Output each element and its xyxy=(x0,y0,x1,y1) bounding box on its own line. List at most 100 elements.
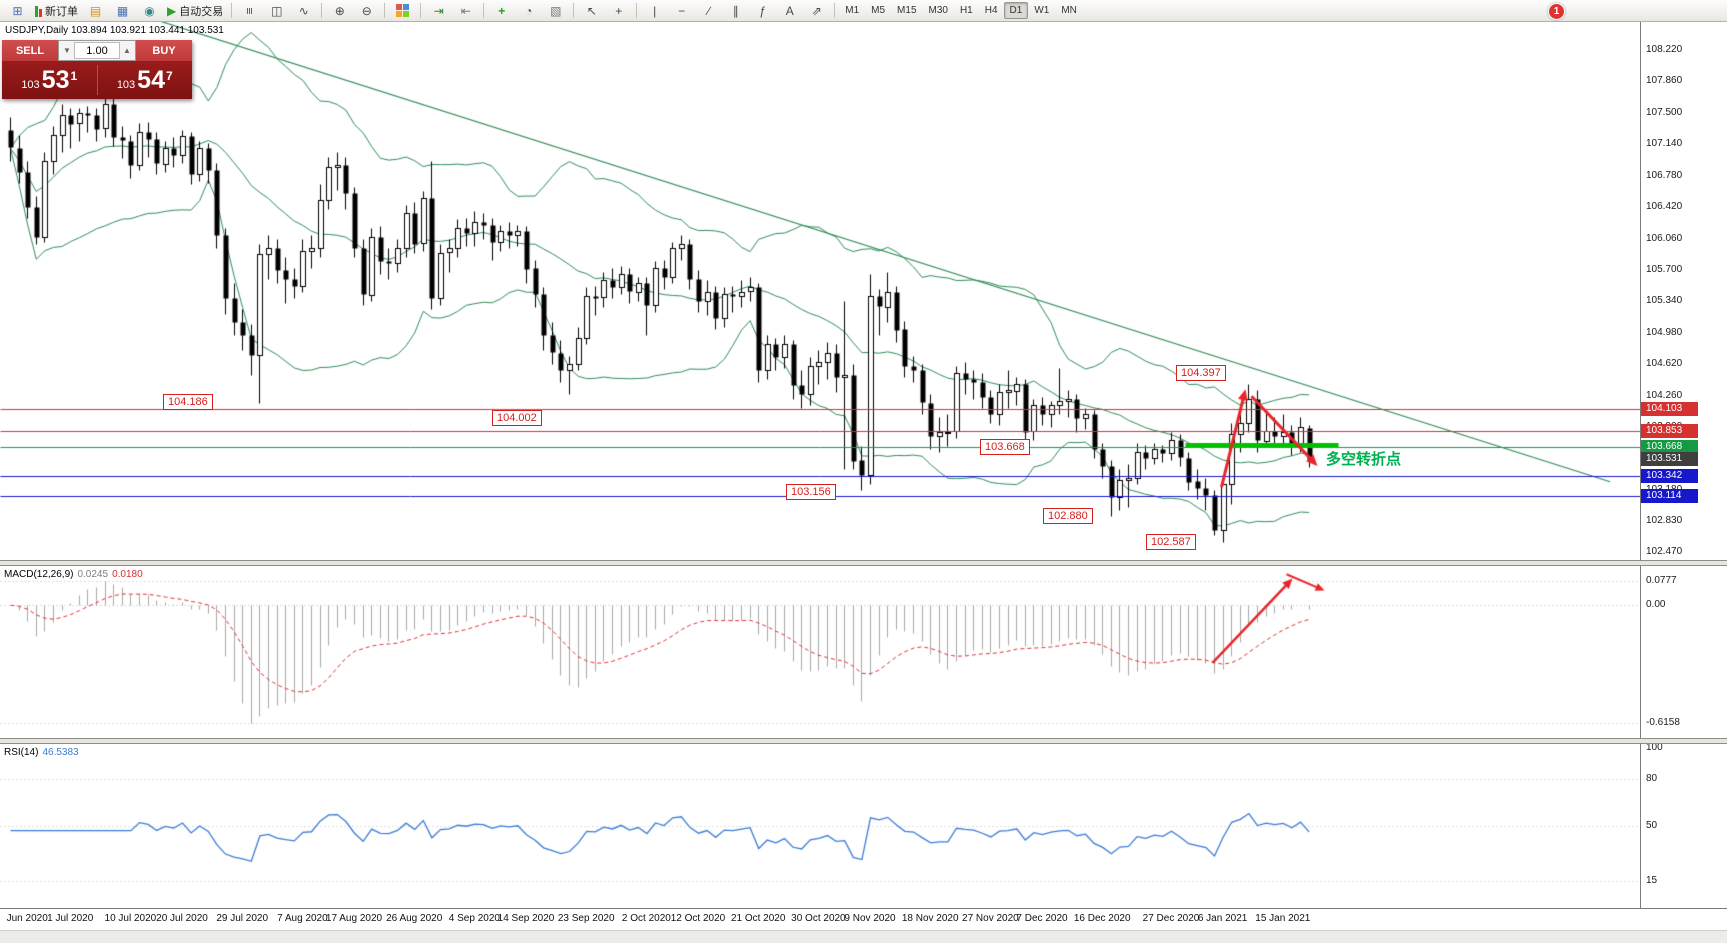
volume-decrease-button[interactable]: ▼ xyxy=(63,46,71,55)
timeframe-m15[interactable]: M15 xyxy=(897,5,917,16)
navigator-icon[interactable]: ◉ xyxy=(136,1,163,21)
timeframe-h4[interactable]: H4 xyxy=(984,5,998,16)
date-axis-label: 16 Dec 2020 xyxy=(1073,913,1131,924)
date-axis-label: 26 Aug 2020 xyxy=(386,913,443,924)
templates-icon[interactable]: ▧ xyxy=(542,1,569,21)
price-axis-label: 106.780 xyxy=(1646,169,1683,181)
bar-chart-icon-glyph: ≡ xyxy=(242,6,257,15)
main-chart-canvas[interactable] xyxy=(0,22,1640,560)
date-axis-label: 30 Oct 2020 xyxy=(791,913,846,924)
trendline-icon[interactable]: ∕ xyxy=(695,1,722,21)
date-axis-label: 7 Dec 2020 xyxy=(1016,913,1068,924)
buy-price-handle: 103 xyxy=(116,78,136,91)
horizontal-line-icon[interactable]: − xyxy=(668,1,695,21)
price-axis-label: 102.830 xyxy=(1646,514,1683,526)
text-icon[interactable]: A xyxy=(776,1,803,21)
date-axis-label: 29 Jul 2020 xyxy=(216,913,269,924)
toolbar: ⊞ 新订单 ▤ ▦ ◉ ▶ 自动交易 ≡ ◫ ∿ ⊕ ⊖ ⇥ ⇤ + ◔ ▧ ↖ + | − ∕ ∥ ƒ A ⇗ M1 M5 M15 M3… xyxy=(0,0,1727,22)
timeframe-w1[interactable]: W1 xyxy=(1034,5,1050,16)
axis-price-badge: 103.853 xyxy=(1641,424,1698,439)
data-window-icon[interactable]: ▦ xyxy=(109,1,136,21)
timeframe-mn[interactable]: MN xyxy=(1061,5,1077,16)
buy-price-button[interactable]: 103 54 7 xyxy=(98,65,193,94)
macd-indicator-label: MACD(12,26,9) 0.0245 0.0180 xyxy=(4,569,143,580)
price-axis-label: 104.980 xyxy=(1646,326,1683,338)
bar-chart-icon[interactable]: ≡ xyxy=(236,1,263,21)
line-chart-icon[interactable]: ∿ xyxy=(290,1,317,21)
date-axis-label: 15 Jan 2021 xyxy=(1255,913,1311,924)
cursor-icon[interactable]: ↖ xyxy=(578,1,605,21)
date-axis-label: 1 Jul 2020 xyxy=(47,913,94,924)
axis-price-badge: 103.342 xyxy=(1641,468,1698,483)
arrows-icon[interactable]: ⇗ xyxy=(803,1,830,21)
zoom-out-icon[interactable]: ⊖ xyxy=(353,1,380,21)
new-chart-icon[interactable]: ⊞ xyxy=(4,1,31,21)
market-watch-icon-glyph: ▤ xyxy=(89,3,102,18)
sell-price-button[interactable]: 103 53 1 xyxy=(2,67,97,93)
timeframe-d1[interactable]: D1 xyxy=(1003,2,1029,19)
navigator-icon-glyph: ◉ xyxy=(144,3,155,18)
buy-price-big: 54 xyxy=(137,65,165,94)
market-watch-icon[interactable]: ▤ xyxy=(82,1,109,21)
chart-shift-icon-glyph: ⇤ xyxy=(460,3,471,18)
date-axis-label: 7 Aug 2020 xyxy=(277,913,328,924)
auto-scroll-icon[interactable]: ⇥ xyxy=(425,1,452,21)
date-axis-label: 18 Nov 2020 xyxy=(901,913,959,924)
volume-increase-button[interactable]: ▲ xyxy=(123,46,131,55)
zoom-in-icon[interactable]: ⊕ xyxy=(326,1,353,21)
periods-icon[interactable]: ◔ xyxy=(515,1,542,21)
candlestick-chart-icon[interactable]: ◫ xyxy=(263,1,290,21)
volume-input[interactable] xyxy=(74,42,120,59)
notification-badge[interactable]: 1 xyxy=(1548,3,1565,20)
macd-axis-label: 0.00 xyxy=(1646,598,1666,610)
cursor-icon-glyph: ↖ xyxy=(586,3,597,18)
timeframe-m30[interactable]: M30 xyxy=(928,5,948,16)
tile-windows-icon[interactable] xyxy=(389,1,416,21)
date-axis-label: Jun 2020 xyxy=(6,913,48,924)
crosshair-icon[interactable]: + xyxy=(605,1,632,21)
toolbar-separator xyxy=(483,3,485,18)
rsi-panel-canvas[interactable] xyxy=(0,744,1640,908)
timeframe-m1[interactable]: M1 xyxy=(845,5,860,16)
panel-splitter[interactable] xyxy=(0,738,1727,744)
vertical-line-icon[interactable]: | xyxy=(641,1,668,21)
price-axis-label: 107.140 xyxy=(1646,138,1683,150)
channel-icon-glyph: ∥ xyxy=(732,3,739,18)
date-axis-label: 10 Jul 2020 xyxy=(104,913,157,924)
timeframe-h1[interactable]: H1 xyxy=(959,5,973,16)
axis-price-badge: 103.114 xyxy=(1641,488,1698,503)
autotrading-button[interactable]: ▶ 自动交易 xyxy=(163,1,227,21)
timeframe-m5[interactable]: M5 xyxy=(871,5,886,16)
autotrading-glyph: ▶ xyxy=(167,3,177,18)
fibonacci-icon-glyph: ƒ xyxy=(759,3,767,18)
new-order-icon xyxy=(35,5,42,17)
sell-button[interactable]: SELL xyxy=(2,40,58,61)
indicators-icon[interactable]: + xyxy=(488,1,515,21)
time-axis[interactable]: Jun 2020 1 Jul 2020 10 Jul 2020 20 Jul 2020… xyxy=(0,908,1727,930)
chart-shift-icon[interactable]: ⇤ xyxy=(452,1,479,21)
date-axis-label: 27 Dec 2020 xyxy=(1142,913,1200,924)
fibonacci-icon[interactable]: ƒ xyxy=(749,1,776,21)
date-axis-label: 2 Oct 2020 xyxy=(621,913,671,924)
rsi-axis-label: 15 xyxy=(1646,874,1658,886)
horizontal-line-icon-glyph: − xyxy=(678,3,686,18)
window-bottom-strip xyxy=(0,930,1727,943)
price-axis-label: 107.500 xyxy=(1646,106,1683,118)
new-order-button[interactable]: 新订单 xyxy=(31,1,82,21)
price-axis[interactable]: 0.0777 0.00 -0.6158 100 80 50 15 108.220 107.860… xyxy=(1640,22,1727,908)
panel-splitter[interactable] xyxy=(0,560,1727,566)
buy-button[interactable]: BUY xyxy=(136,40,192,61)
indicators-icon-glyph: + xyxy=(498,3,506,18)
channel-icon[interactable]: ∥ xyxy=(722,1,749,21)
text-icon-glyph: A xyxy=(785,3,794,18)
toolbar-separator xyxy=(321,3,323,18)
price-axis-label: 107.860 xyxy=(1646,75,1683,87)
toolbar-separator xyxy=(384,3,386,18)
auto-scroll-icon-glyph: ⇥ xyxy=(433,3,444,18)
macd-panel-canvas[interactable] xyxy=(0,566,1640,738)
date-axis-label: 9 Nov 2020 xyxy=(844,913,896,924)
volume-box: ▼ ▲ xyxy=(58,40,136,61)
buy-price-pip: 7 xyxy=(165,68,173,83)
crosshair-icon-glyph: + xyxy=(615,3,623,18)
arrows-icon-glyph: ⇗ xyxy=(811,3,822,18)
